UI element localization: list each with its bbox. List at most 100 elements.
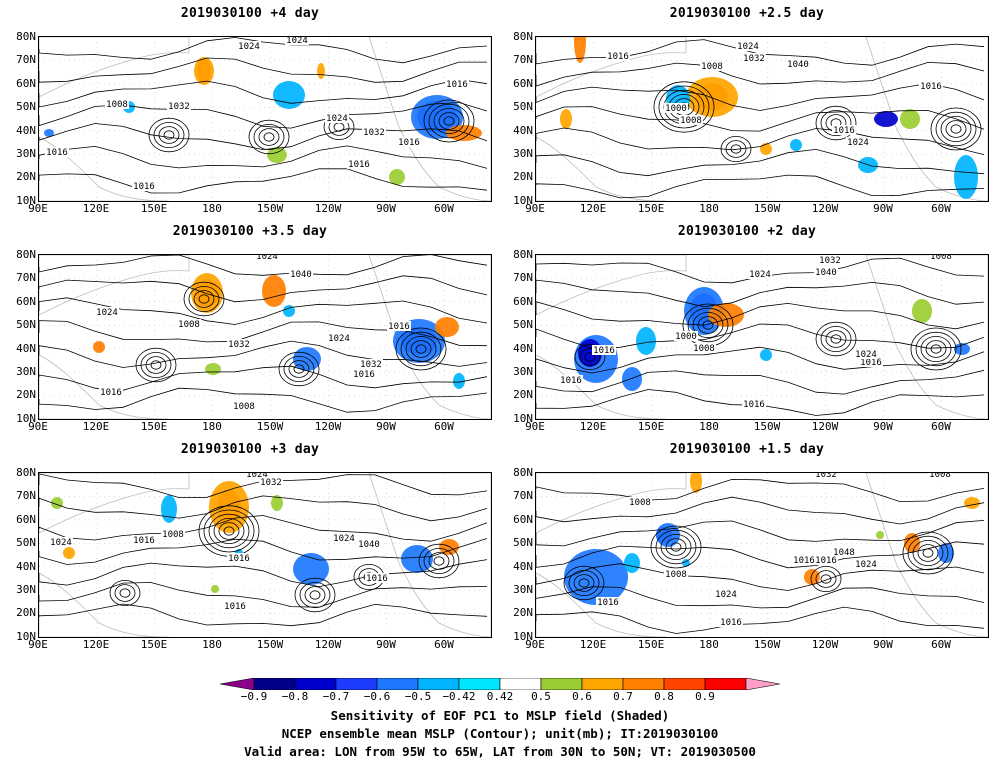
contour-label: 1024 (96, 308, 118, 318)
map-frame: 1016102410401024100810321024101610321016… (38, 254, 492, 420)
contour-label: 1024 (855, 350, 877, 360)
contour-label: 1032 (260, 478, 282, 488)
contour-label: 1024 (256, 255, 278, 262)
colorbar-tick-label: 0.5 (531, 690, 551, 703)
contour-label: 1016 (353, 370, 375, 380)
lon-tick-label: 120E (579, 638, 607, 651)
contour-label: 1024 (847, 138, 869, 148)
lat-tick-label: 30N (513, 583, 533, 596)
contour-label: 1008 (162, 530, 184, 540)
lon-tick-label: 120W (811, 202, 839, 215)
colorbar-segment (417, 678, 460, 690)
contour-label: 1008 (929, 473, 951, 480)
lat-tick-label: 10N (513, 629, 533, 643)
lat-tick-label: 50N (513, 536, 533, 550)
map-plot: 1016102410401024100810321024101610321016… (39, 255, 491, 419)
contour-label: 1008 (629, 498, 651, 508)
caption-shading: Sensitivity of EOF PC1 to MSLP field (Sh… (330, 708, 670, 723)
contour-label: 1016 (133, 536, 155, 546)
caption-contour: NCEP ensemble mean MSLP (Contour); unit(… (281, 726, 719, 741)
contour-label: 1032 (815, 473, 837, 480)
lon-tick-label: 90W (873, 420, 893, 433)
lat-tick-label: 40N (16, 123, 36, 137)
contour-label: 1008 (178, 320, 200, 330)
colorbar-segment (663, 678, 706, 690)
contour-label: 1016 (228, 554, 250, 564)
lon-tick-label: 60W (931, 420, 951, 433)
lat-tick-label: 20N (513, 606, 533, 620)
lat-tick-label: 20N (513, 388, 533, 402)
lon-tick-label: 120E (579, 202, 607, 215)
lat-tick-label: 40N (16, 341, 36, 355)
lon-tick-label: 60W (434, 202, 454, 215)
panel-title: 2019030100 +2 day (677, 224, 817, 239)
contour-label: 1008 (693, 344, 715, 354)
lat-tick-label: 10N (16, 411, 36, 425)
lon-tick-label: 90W (873, 638, 893, 651)
contour-label: 1016 (133, 182, 155, 192)
colorbar (220, 678, 780, 690)
lat-tick-label: 50N (16, 100, 36, 114)
colorbar-tick-label: −0.9 (240, 690, 268, 703)
contour-label: 1024 (286, 37, 308, 46)
colorbar-tick-label: −0.8 (281, 690, 309, 703)
contour-label: 1008 (665, 570, 687, 580)
lat-tick-label: 80N (513, 466, 533, 479)
lon-tick-label: 60W (931, 638, 951, 651)
colorbar-tick-label: −0.6 (363, 690, 391, 703)
contour-label: 1016 (860, 358, 882, 368)
contour-label: 1008 (106, 100, 128, 110)
panel-3: 2019030100 +3.5 day 1016 1024 1040 1024 1008… (0, 218, 500, 436)
lat-tick-label: 10N (16, 629, 36, 643)
contour-label: 1016 (388, 322, 410, 332)
contour-label: 1048 (833, 548, 855, 558)
colorbar-tick-label: −0.42 (442, 690, 476, 703)
colorbar-tick-label: −0.7 (322, 690, 350, 703)
colorbar-segment (581, 678, 624, 690)
lat-tick-label: 30N (513, 365, 533, 378)
lon-tick-label: 150E (637, 420, 665, 433)
colorbar-tick-label: 0.8 (654, 690, 674, 703)
lat-tick-label: 60N (16, 512, 36, 526)
contour-label: 1040 (290, 270, 312, 280)
lon-tick-label: 120E (82, 202, 110, 215)
map-plot: 1032104010241000100810161016101610241016… (536, 255, 988, 419)
lat-tick-label: 40N (513, 123, 533, 137)
colorbar-segment (253, 678, 296, 690)
contour-label: 1024 (326, 114, 348, 124)
lat-tick-label: 70N (16, 53, 36, 67)
contour-label: 1016 (920, 82, 942, 92)
map-frame: 1016 1024 1008 1024 1032 1024 1032 1016 1016 1016… (38, 36, 492, 202)
colorbar-tick-label: 0.6 (572, 690, 592, 703)
lon-tick-label: 180 (699, 638, 719, 651)
panel-6: 2019030100 +1.5 day 1032 1008 1008 1016 1024… (497, 436, 997, 654)
lat-tick-label: 70N (513, 53, 533, 67)
lat-tick-label: 70N (513, 271, 533, 285)
colorbar-segment (220, 678, 255, 690)
contour-label: 1024 (246, 473, 268, 480)
lon-tick-label: 90E (525, 420, 545, 433)
colorbar-segment (458, 678, 501, 690)
lon-tick-label: 120W (314, 638, 342, 651)
contour-label: 1008 (233, 402, 255, 412)
contour-label: 1016 (348, 160, 370, 170)
map-frame: 1032 1040 1024 1000 1008 1016 1016 1016 1024 1016… (535, 254, 989, 420)
panel-title: 2019030100 +1.5 day (669, 442, 825, 457)
colorbar-segment (540, 678, 583, 690)
lon-tick-label: 120W (811, 420, 839, 433)
contour-label: 1032 (363, 128, 385, 138)
lat-tick-label: 20N (513, 170, 533, 184)
lon-tick-label: 60W (434, 638, 454, 651)
contour-label: 1032 (743, 54, 765, 64)
contour-label: 1008 (701, 62, 723, 72)
lat-tick-label: 80N (16, 466, 36, 479)
map-plot: 1016 1024 1008 1024 1032 1024 1032 1016 1016 1016… (39, 37, 491, 201)
contour-label: 1016 (743, 400, 765, 410)
contour-label: 1016 (366, 574, 388, 584)
contour-label: 1024 (715, 590, 737, 600)
colorbar-segment (294, 678, 337, 690)
contour-label: 1016 (100, 388, 122, 398)
lon-tick-label: 180 (202, 638, 222, 651)
contour-label: 1016 (815, 556, 837, 566)
